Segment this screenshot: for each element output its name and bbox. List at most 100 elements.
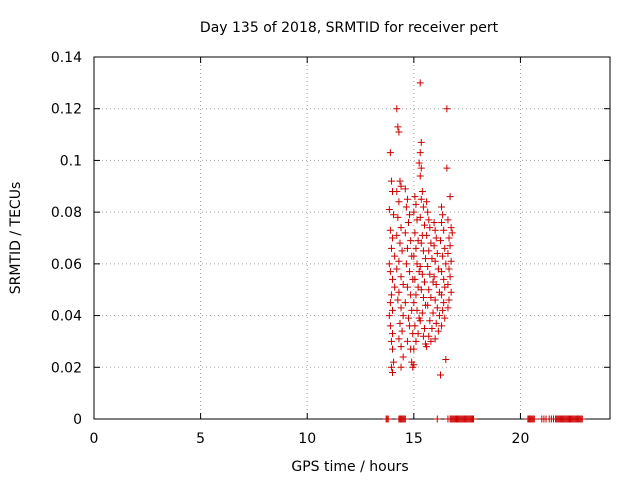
data-point (386, 299, 394, 307)
data-point (411, 229, 419, 237)
data-point (385, 260, 393, 268)
data-point (416, 79, 424, 87)
data-point (446, 193, 454, 201)
data-point (412, 244, 420, 252)
data-point (398, 247, 406, 255)
data-point (396, 239, 404, 247)
data-point (447, 224, 455, 232)
data-point (391, 283, 399, 291)
x-tick-label: 10 (298, 431, 316, 447)
data-point (431, 335, 439, 343)
y-tick-label: 0.14 (51, 50, 82, 66)
data-point (386, 226, 394, 234)
plot-area-border (93, 56, 611, 420)
data-point (423, 343, 431, 351)
data-point (414, 330, 422, 338)
data-point (394, 213, 402, 221)
data-point (416, 262, 424, 270)
data-point (403, 337, 411, 345)
chart-title: Day 135 of 2018, SRMTID for receiver per… (200, 20, 499, 36)
y-tick-label: 0 (73, 412, 82, 428)
data-point (442, 260, 450, 268)
data-point (403, 195, 411, 203)
data-point (405, 218, 413, 226)
data-point (385, 312, 393, 320)
y-tick-label: 0.08 (51, 205, 82, 221)
data-point (390, 211, 398, 219)
data-point (416, 317, 424, 325)
data-point (389, 275, 397, 283)
data-point (418, 309, 426, 317)
data-point (434, 327, 442, 335)
data-point (386, 322, 394, 330)
data-point (410, 345, 418, 353)
data-point (395, 257, 403, 265)
data-point (423, 231, 431, 239)
data-point (416, 213, 424, 221)
data-point (393, 105, 401, 113)
data-point (438, 322, 446, 330)
data-point (440, 226, 448, 234)
axis-ticks: 0 0.02 0.04 0.06 0.08 0.1 0.12 0.14 0 5 10 15 20 (51, 50, 610, 447)
data-point (397, 363, 405, 371)
data-point (445, 265, 453, 273)
y-tick-label: 0.04 (51, 309, 82, 325)
data-point (441, 314, 449, 322)
data-point (397, 224, 405, 232)
data-point (440, 299, 448, 307)
data-point (407, 237, 415, 245)
y-tick-label: 0.12 (51, 102, 82, 118)
data-point (401, 299, 409, 307)
data-point (578, 415, 586, 423)
data-point (417, 286, 425, 294)
y-axis-label: SRMTID / TECUs (8, 182, 24, 295)
data-point (417, 239, 425, 247)
data-point (389, 330, 397, 338)
data-point (387, 177, 395, 185)
data-point (412, 291, 420, 299)
y-tick-label: 0.1 (60, 153, 82, 169)
data-point (432, 319, 440, 327)
data-point (410, 361, 418, 369)
grid-lines (94, 57, 610, 419)
data-point (441, 244, 449, 252)
data-point (442, 356, 450, 364)
data-point (426, 270, 434, 278)
data-point (410, 208, 418, 216)
data-point (444, 250, 452, 258)
data-point (395, 128, 403, 136)
data-point (447, 288, 455, 296)
data-point (399, 312, 407, 320)
x-tick-label: 0 (90, 431, 99, 447)
data-point (443, 164, 451, 172)
data-point (426, 317, 434, 325)
data-point (389, 234, 397, 242)
data-point (406, 211, 414, 219)
data-point (393, 187, 401, 195)
data-point (394, 296, 402, 304)
data-point (439, 211, 447, 219)
data-point (440, 275, 448, 283)
data-point (443, 105, 451, 113)
data-point (420, 221, 428, 229)
data-point (426, 224, 434, 232)
data-point (403, 283, 411, 291)
data-point (420, 325, 428, 332)
data-point (433, 304, 441, 312)
data-point (438, 291, 446, 299)
data-point (416, 149, 424, 157)
data-point (395, 198, 403, 206)
data-point (431, 226, 439, 234)
data-point (397, 343, 405, 351)
y-tick-label: 0.02 (51, 360, 82, 376)
data-point (386, 268, 394, 276)
data-point (424, 301, 432, 309)
data-point (385, 206, 393, 214)
data-point (423, 198, 431, 206)
data-point (387, 337, 395, 345)
data-point (431, 296, 439, 304)
data-point (446, 273, 454, 281)
data-point (397, 182, 405, 190)
data-point (390, 358, 398, 366)
data-point (530, 415, 538, 423)
